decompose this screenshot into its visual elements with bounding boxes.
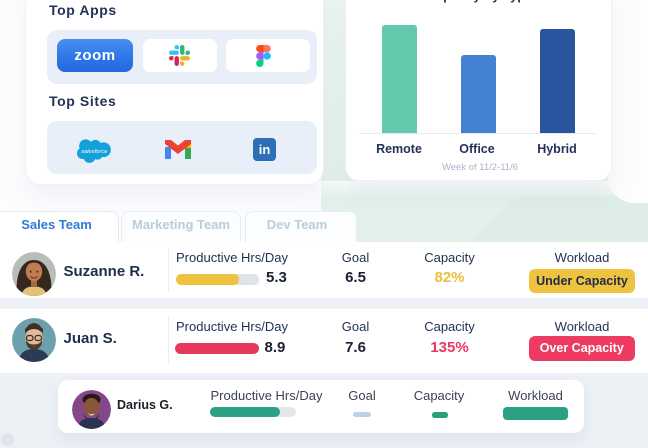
svg-text:salesforce: salesforce xyxy=(81,149,107,155)
